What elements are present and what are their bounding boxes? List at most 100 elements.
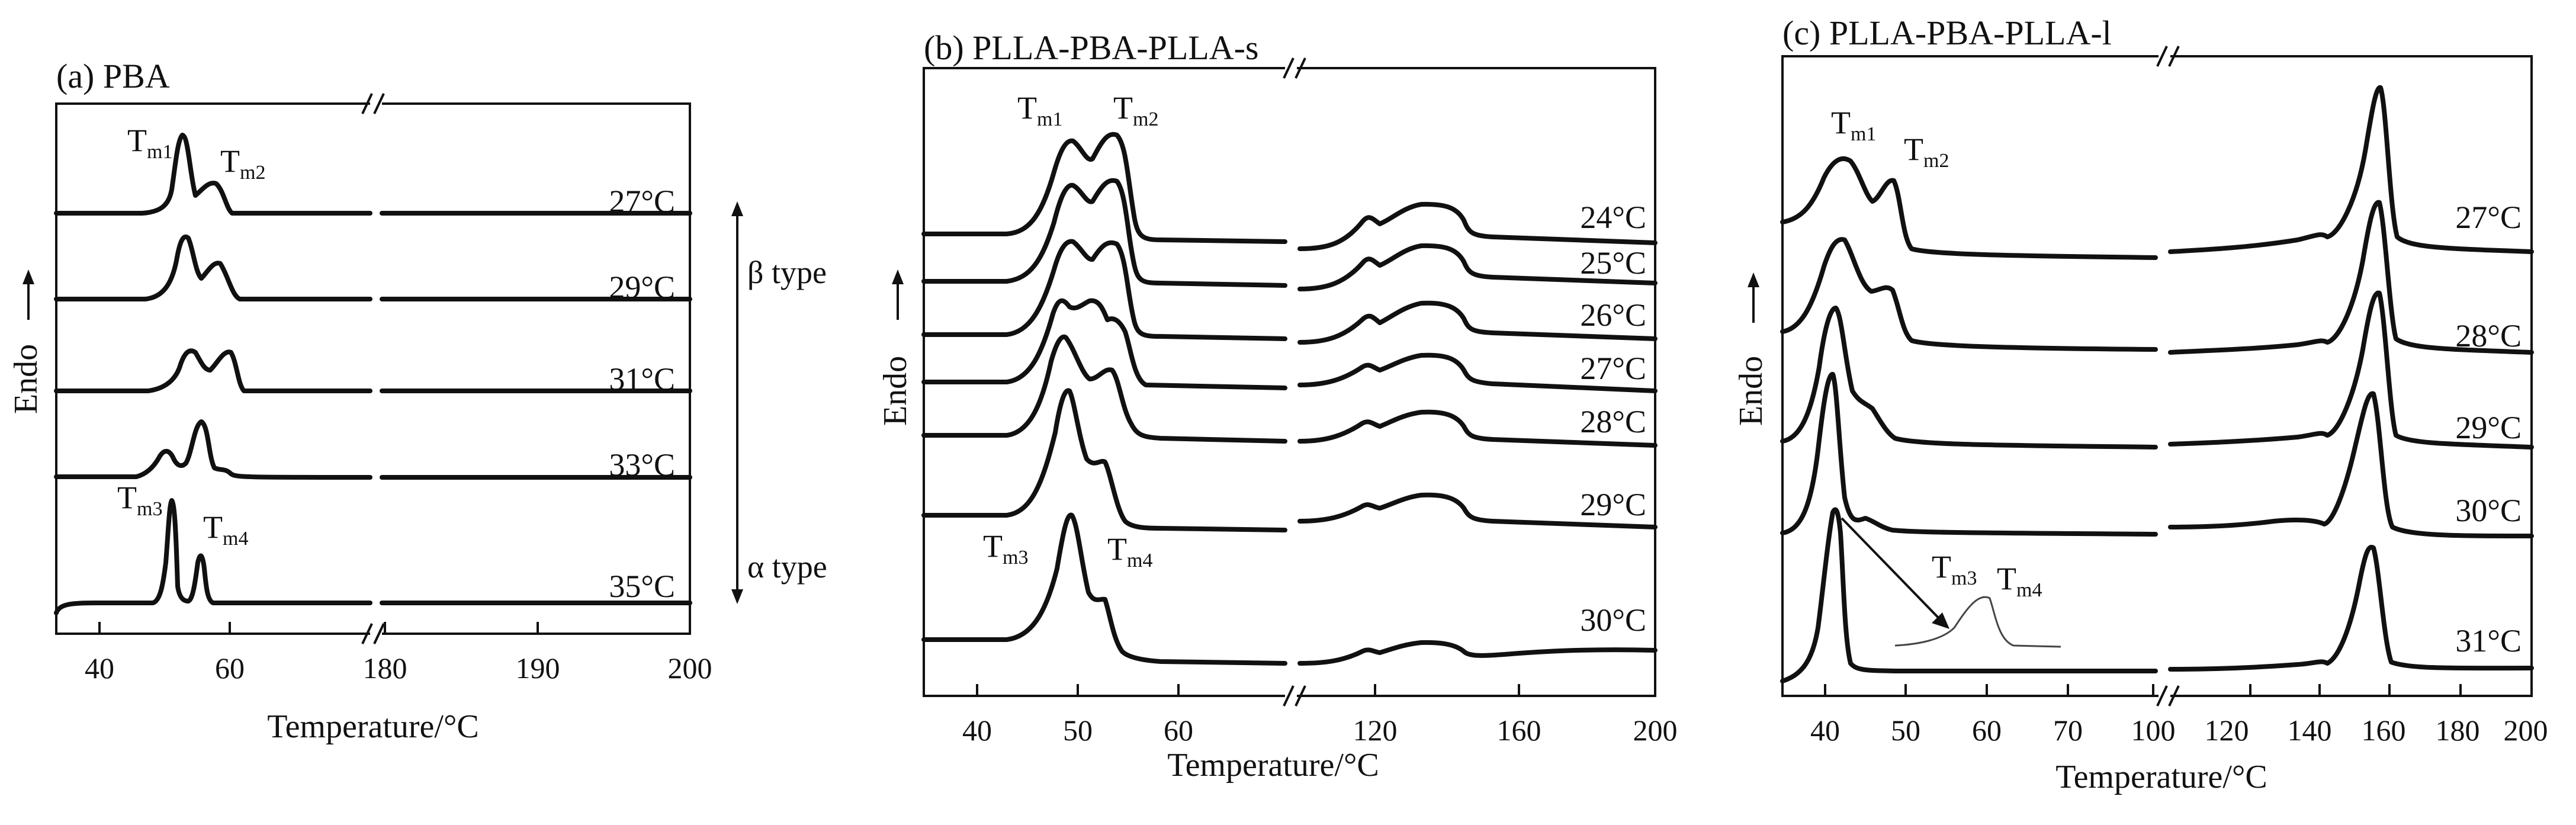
panel-c-xlabel: Temperature/°C	[2055, 759, 2267, 795]
panel-c-axis-break-top	[2156, 46, 2180, 67]
panel-c-peak-label: Tm3	[1932, 549, 1977, 589]
panel-b-peak-label: Tm1	[1017, 90, 1062, 130]
panel-c-series-label: 28°C	[2455, 318, 2522, 354]
panel-a-frame-left	[55, 102, 370, 635]
panel-c-curve-27	[1780, 85, 2534, 260]
panel-b-curve-30	[921, 512, 1658, 666]
panel-a-ticks	[98, 622, 691, 634]
panel-c-axis-break-bottom	[2156, 685, 2180, 707]
panel-b-curve-27	[921, 298, 1658, 393]
panel-c-tick-label: 180	[2436, 714, 2480, 747]
panel-b-xlabel: Temperature/°C	[1167, 747, 1379, 784]
panel-a-ylabel-arrow-icon	[23, 269, 34, 320]
panel-b-series-label: 27°C	[1580, 351, 1646, 386]
panel-c-title: (c) PLLA-PBA-PLLA-l	[1782, 14, 2112, 52]
panel-b-tick-label: 200	[1633, 714, 1678, 747]
panel-b-series-label: 29°C	[1580, 487, 1646, 522]
panel-b-series-label: 26°C	[1580, 297, 1646, 333]
panel-c-curve-28	[1780, 200, 2534, 355]
panel-b-axis-break-bottom	[1283, 685, 1306, 707]
panel-a-peak-label: Tm1	[127, 123, 172, 163]
panel-c-tick-label: 50	[1891, 714, 1920, 747]
panel-c-tick-label: 60	[1972, 714, 2002, 747]
panel-c-frame-left	[1781, 55, 2159, 697]
panel-c-tick-label: 200	[2504, 714, 2548, 747]
panel-c-series-label: 27°C	[2455, 200, 2522, 235]
panel-a-series-label: 27°C	[609, 184, 675, 219]
panel-c-curve-29	[1780, 290, 2534, 450]
panel-c-tick-label: 120	[2205, 714, 2249, 747]
panel-a-axis-break-bottom	[361, 623, 385, 644]
panel-c-tick-label: 70	[2053, 714, 2083, 747]
panel-a-series-label: 35°C	[609, 569, 675, 604]
panel-c-series-label: 31°C	[2455, 623, 2522, 659]
panel-a-title: (a) PBA	[56, 57, 170, 95]
panel-b-axis-break-top	[1283, 57, 1306, 79]
panel-b-curve-26	[921, 239, 1658, 345]
panel-c-ticks	[1824, 684, 2533, 696]
panel-b-curve-29	[921, 388, 1658, 532]
panel-b-tick-label: 50	[1063, 714, 1093, 747]
panel-a-axis-break-top	[361, 93, 385, 114]
panel-a-tick-label: 200	[668, 651, 712, 685]
panel-c-peak-label: Tm1	[1831, 105, 1876, 145]
panel-a-peak-label: Tm3	[117, 480, 162, 520]
panel-b-frame-right	[1297, 67, 1656, 697]
panel-c-peak-label: Tm2	[1904, 131, 1949, 172]
panel-b-curve-25	[921, 178, 1658, 291]
panel-a-beta-type-label: β type	[747, 255, 827, 290]
panel-a-tick-label: 60	[215, 651, 245, 685]
panel-c-ylabel: Endo	[1733, 356, 1769, 426]
panel-b-ticks	[976, 684, 1656, 696]
panel-b-curve-24	[921, 131, 1658, 251]
panel-b-tick-label: 120	[1353, 714, 1398, 747]
panel-b-tick-label: 40	[962, 714, 992, 747]
panel-c-frame-right	[2170, 55, 2533, 697]
panel-a-curve-33	[54, 419, 692, 480]
panel-c-tick-label: 140	[2288, 714, 2332, 747]
panel-a-peak-label: Tm4	[203, 509, 248, 550]
panel-b-tick-label: 160	[1497, 714, 1541, 747]
panel-b-ylabel: Endo	[877, 356, 914, 426]
panel-c-inset-curve	[1894, 596, 2061, 648]
panel-b-series-label: 28°C	[1580, 404, 1646, 439]
panel-c-curve-30	[1780, 372, 2534, 538]
panel-a-series-label: 33°C	[609, 447, 675, 483]
panel-a-xlabel: Temperature/°C	[267, 708, 478, 745]
panel-a-series-label: 29°C	[609, 269, 675, 305]
panel-c-tick-label: 40	[1810, 714, 1840, 747]
panel-a-curve-29	[54, 235, 692, 301]
panel-c-series-label: 30°C	[2455, 493, 2522, 528]
panel-b: (b) PLLA-PBA-PLLA-s 40 50 60 120 160 200…	[877, 28, 1678, 784]
panel-c-curve-31	[1780, 507, 2534, 683]
panel-b-ylabel-arrow-icon	[892, 269, 904, 320]
panel-c-inset-arrow-icon	[1841, 517, 1949, 629]
panel-a-tick-label: 180	[363, 651, 407, 685]
panel-c: (c) PLLA-PBA-PLLA-l 40 50 60 70 100 120 …	[1733, 14, 2548, 795]
panel-b-peak-label: Tm4	[1107, 531, 1152, 572]
panel-c-tick-label: 100	[2131, 714, 2176, 747]
panel-b-curve-28	[921, 334, 1658, 448]
panel-c-series-label: 29°C	[2455, 410, 2522, 445]
panel-a-alpha-type-label: α type	[747, 549, 827, 585]
panel-a-tick-label: 40	[85, 651, 114, 685]
panel-a-frame-right	[382, 102, 691, 635]
panel-b-series-label: 25°C	[1580, 245, 1646, 281]
panel-c-ylabel-arrow-icon	[1748, 272, 1759, 323]
panel-b-peak-label: Tm3	[983, 528, 1028, 569]
panel-b-title: (b) PLLA-PBA-PLLA-s	[924, 28, 1258, 67]
panel-c-tick-label: 160	[2362, 714, 2406, 747]
panel-a-ylabel: Endo	[8, 344, 44, 414]
panel-a-curve-27	[54, 133, 692, 216]
panel-a-tick-label: 190	[516, 651, 560, 685]
panel-b-series-label: 24°C	[1580, 200, 1646, 235]
panel-b-peak-label: Tm2	[1113, 90, 1158, 130]
panel-a-type-arrow-icon	[731, 201, 743, 604]
panel-b-tick-label: 60	[1164, 714, 1193, 747]
panel-a-series-label: 31°C	[609, 361, 675, 397]
panel-c-peak-label: Tm4	[1997, 561, 2042, 601]
panel-a-curve-35	[54, 498, 692, 615]
panel-a: (a) PBA 40 60 180 190 200 Temperature/°C…	[8, 57, 827, 745]
panel-a-curve-31	[54, 348, 692, 393]
